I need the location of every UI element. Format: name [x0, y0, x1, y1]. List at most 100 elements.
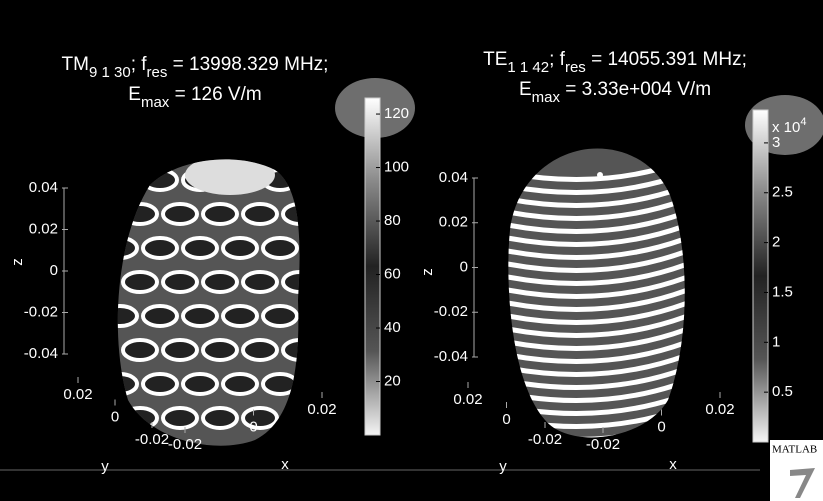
z-label: z	[419, 268, 436, 276]
spot	[143, 170, 177, 190]
spot	[143, 238, 177, 258]
x-tick-label: 0	[657, 418, 665, 435]
spot	[243, 340, 277, 360]
subscript: res	[147, 64, 168, 81]
colorbar-tick-label: 60	[384, 265, 401, 282]
title-text: TM	[62, 54, 89, 75]
spot	[263, 306, 297, 326]
title-text: ; f	[549, 49, 566, 70]
figure: TM9 1 30; fres = 13998.329 MHz;Emax = 12…	[0, 0, 823, 501]
title-text: E	[128, 84, 141, 105]
title-line: TE1 1 42; fres = 14055.391 MHz;	[483, 49, 747, 76]
y-tick-label: 0.02	[63, 386, 92, 403]
spot	[203, 204, 237, 224]
spot	[103, 306, 137, 326]
z-tick-label: 0.02	[29, 220, 58, 237]
x-label: x	[281, 456, 289, 473]
title-text: = 14055.391 MHz;	[586, 49, 747, 70]
spot	[263, 374, 297, 394]
spot	[123, 204, 157, 224]
colorbar-tick-label: 0.5	[772, 383, 793, 400]
title-line: Emax = 3.33e+004 V/m	[519, 79, 711, 106]
title-text: = 13998.329 MHz;	[167, 54, 328, 75]
subscript: 9 1 30	[89, 64, 131, 81]
spot	[223, 306, 257, 326]
spot	[203, 408, 237, 428]
spot	[183, 374, 217, 394]
spot	[243, 408, 277, 428]
spot	[283, 272, 317, 292]
subscript: max	[141, 94, 170, 111]
multiplier-exponent: 4	[800, 116, 806, 128]
z-tick-label: 0.04	[439, 169, 468, 186]
colorbar-tick-label: 1.5	[772, 283, 793, 300]
spot	[103, 238, 137, 258]
spot	[143, 374, 177, 394]
spot	[203, 340, 237, 360]
y-tick-label: -0.02	[528, 431, 562, 448]
z-tick-label: -0.04	[24, 345, 58, 362]
x-tick-label: 0.02	[307, 401, 336, 418]
spot	[163, 204, 197, 224]
x-tick-label: -0.02	[168, 436, 202, 453]
title-text: = 3.33e+004 V/m	[560, 79, 711, 100]
title-text: ; f	[131, 54, 148, 75]
z-tick-label: -0.04	[434, 348, 468, 365]
spot	[223, 374, 257, 394]
y-label: y	[101, 458, 109, 475]
title-text: = 126 V/m	[169, 84, 261, 105]
colorbar-tick-label: 120	[384, 105, 409, 122]
z-tick-label: -0.02	[434, 303, 468, 320]
z-tick-label: 0	[50, 262, 58, 279]
spot	[123, 272, 157, 292]
colorbar-tick-label: 80	[384, 212, 401, 229]
colorbar-tick-label: 40	[384, 319, 401, 336]
spot	[263, 238, 297, 258]
colorbar-tick-label: 100	[384, 159, 409, 176]
title-line: Emax = 126 V/m	[128, 84, 261, 111]
matlab-logo: MATLAB	[770, 440, 823, 501]
logo-text: MATLAB	[772, 444, 817, 456]
title-text: E	[519, 79, 532, 100]
subscript: res	[565, 59, 586, 76]
spot	[203, 272, 237, 292]
spot	[103, 374, 137, 394]
spot	[183, 238, 217, 258]
spot	[103, 170, 137, 190]
hot-spot	[597, 172, 603, 178]
spot	[183, 306, 217, 326]
z-tick-label: 0.04	[29, 179, 58, 196]
spot	[163, 408, 197, 428]
title-text: TE	[483, 49, 507, 70]
panel: TM9 1 30; fres = 13998.329 MHz;Emax = 12…	[0, 0, 823, 501]
colorbar-tick-label: 2.5	[772, 184, 793, 201]
spot	[163, 340, 197, 360]
subscript: 1 1 42	[507, 59, 549, 76]
y-tick-label: 0.02	[453, 391, 482, 408]
y-tick-label: 0	[111, 408, 119, 425]
spot	[283, 340, 317, 360]
y-tick-label: 0	[502, 411, 510, 428]
x-label: x	[669, 456, 677, 473]
spot	[123, 340, 157, 360]
z-tick-label: 0.02	[439, 214, 468, 231]
spot	[163, 272, 197, 292]
colorbar	[365, 98, 380, 435]
multiplier-text: x 10	[772, 119, 800, 136]
x-tick-label: -0.02	[586, 436, 620, 453]
z-label: z	[9, 258, 26, 266]
x-tick-label: 0	[249, 418, 257, 435]
y-tick-label: -0.02	[135, 431, 169, 448]
spot	[223, 238, 257, 258]
z-tick-label: 0	[460, 258, 468, 275]
colorbar-tick-label: 1	[772, 333, 780, 350]
z-tick-label: -0.02	[24, 303, 58, 320]
y-label: y	[499, 458, 507, 475]
cap	[185, 155, 275, 195]
title-line: TM9 1 30; fres = 13998.329 MHz;	[62, 54, 329, 81]
colorbar-tick-label: 20	[384, 372, 401, 389]
colorbar-tick-label: 3	[772, 134, 780, 151]
spot	[243, 272, 277, 292]
spot	[143, 306, 177, 326]
spot	[283, 204, 317, 224]
